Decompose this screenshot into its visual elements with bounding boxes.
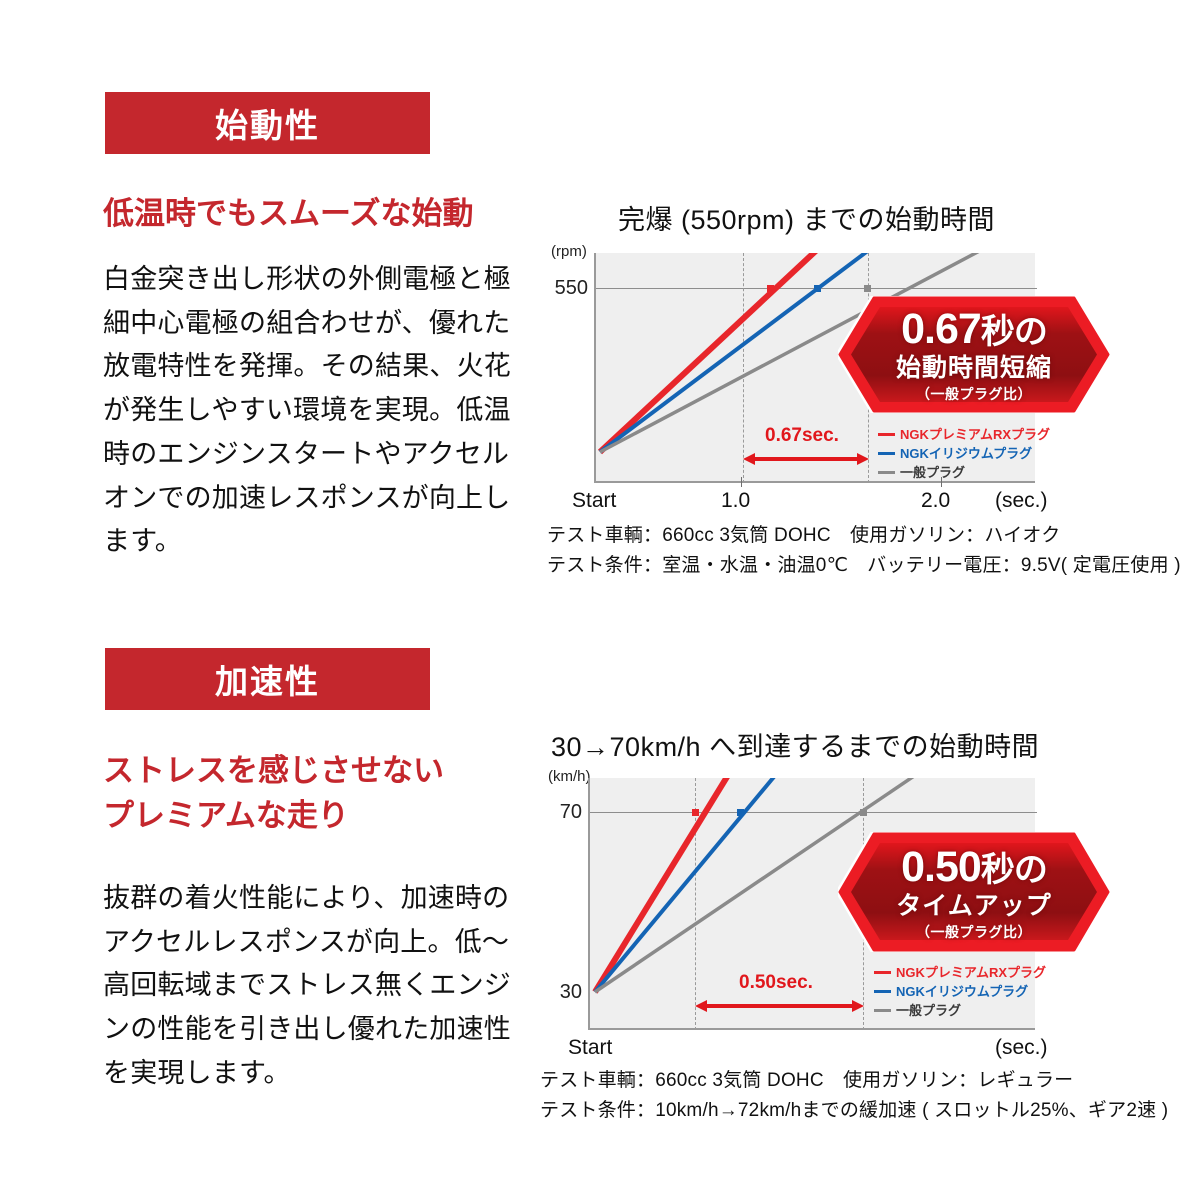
legend-item-rx: NGKプレミアムRXプラグ xyxy=(874,964,1046,981)
section-body-acceleration: 抜群の着火性能により、加速時のアクセルレスポンスが向上。低〜高回転域までストレス… xyxy=(103,883,511,1088)
legend-item-iridium: NGKイリジウムプラグ xyxy=(878,445,1050,462)
legend-label-rx: NGKプレミアムRXプラグ xyxy=(900,427,1051,442)
chart-caption-line-2: テスト条件：10km/h→72km/hまでの緩加速 ( スロットル25%、ギア2… xyxy=(540,1100,1169,1121)
chart-legend: NGKプレミアムRXプラグ NGKイリジウムプラグ 一般プラグ xyxy=(874,964,1046,1021)
legend-label-iridium: NGKイリジウムプラグ xyxy=(896,984,1029,999)
section-tag-acceleration: 加速性 xyxy=(105,648,430,710)
y-tick-70: 70 xyxy=(559,801,582,823)
x-axis-unit-label: (sec.) xyxy=(995,1036,1048,1059)
section-tag-label: 加速性 xyxy=(215,663,320,700)
chart-legend: NGKプレミアムRXプラグ NGKイリジウムプラグ 一般プラグ xyxy=(878,426,1050,483)
x-tick-label-start: Start xyxy=(572,489,617,512)
section-body-startability: 白金突き出し形状の外側電極と極細中心電極の組合わせが、優れた放電特性を発揮。その… xyxy=(103,264,511,557)
legend-label-standard: 一般プラグ xyxy=(896,1003,962,1018)
series-point-rx xyxy=(692,809,699,816)
x-tick-label-start: Start xyxy=(568,1036,613,1059)
section-lead-startability: 低温時でもスムーズな始動 xyxy=(103,196,474,231)
series-point-iridium xyxy=(814,285,821,292)
x-tickmark-1-0 xyxy=(741,477,742,487)
x-axis-unit-label: (sec.) xyxy=(995,489,1048,512)
x-tickmark-2-0 xyxy=(941,477,942,487)
series-line-standard xyxy=(594,778,915,994)
legend-line-icon-blue xyxy=(878,452,895,455)
series-line-iridium xyxy=(593,778,776,994)
legend-item-rx: NGKプレミアムRXプラグ xyxy=(878,426,1050,443)
callout-badge-acceleration: 0.50秒の タイムアップ （一般プラグ比） xyxy=(838,832,1110,952)
dashed-marker-1-0sec xyxy=(743,253,744,483)
legend-line-icon-blue xyxy=(874,990,891,993)
series-line-iridium xyxy=(598,253,869,454)
dashed-marker-rx xyxy=(695,778,696,1030)
threshold-gridline-70 xyxy=(590,812,1037,813)
y-axis-unit-label: (rpm) xyxy=(551,243,587,260)
chart-caption-line-1: テスト車輌：660cc 3気筒 DOHC 使用ガソリン：ハイオク xyxy=(547,525,1061,546)
series-point-standard xyxy=(860,809,867,816)
series-point-standard xyxy=(864,285,871,292)
legend-item-iridium: NGKイリジウムプラグ xyxy=(874,983,1046,1000)
legend-line-icon-gray xyxy=(878,471,895,474)
y-tick-30: 30 xyxy=(559,981,582,1003)
section-lead-acceleration-line-2: プレミアムな走り xyxy=(103,798,349,833)
series-line-standard xyxy=(599,253,980,454)
legend-label-iridium: NGKイリジウムプラグ xyxy=(900,446,1033,461)
series-line-rx xyxy=(592,778,730,994)
callout-badge-startability: 0.67秒の 始動時間短縮 （一般プラグ比） xyxy=(838,296,1110,413)
legend-item-standard: 一般プラグ xyxy=(874,1002,1046,1019)
series-lines xyxy=(592,778,915,994)
x-tick-label-1-0: 1.0 xyxy=(721,489,751,512)
legend-label-rx: NGKプレミアムRXプラグ xyxy=(896,965,1047,980)
legend-line-icon-red xyxy=(874,971,891,974)
series-lines xyxy=(597,253,980,455)
legend-label-standard: 一般プラグ xyxy=(900,465,966,480)
chart-title: 完爆 (550rpm) までの始動時間 xyxy=(618,205,996,235)
measure-label: 0.67sec. xyxy=(765,425,839,446)
y-axis-unit-label: (km/h) xyxy=(548,768,591,785)
series-point-rx xyxy=(767,285,774,292)
chart-caption-line-2: テスト条件：室温・水温・油温0℃ バッテリー電圧：9.5V( 定電圧使用 ) xyxy=(547,555,1181,576)
series-point-iridium xyxy=(737,809,744,816)
section-tag-label: 始動性 xyxy=(215,107,320,144)
legend-item-standard: 一般プラグ xyxy=(878,464,1050,481)
measure-label: 0.50sec. xyxy=(739,972,813,993)
legend-line-icon-gray xyxy=(874,1009,891,1012)
section-lead-acceleration-line-1: ストレスを感じさせない xyxy=(103,753,444,788)
x-tick-label-2-0: 2.0 xyxy=(921,489,951,512)
legend-line-icon-red xyxy=(878,433,895,436)
chart-title: 30→70km/h へ到達するまでの始動時間 xyxy=(551,732,1040,762)
section-tag-startability: 始動性 xyxy=(105,92,430,154)
y-tick-550: 550 xyxy=(554,277,588,299)
series-line-rx xyxy=(597,253,818,455)
chart-caption-line-1: テスト車輌：660cc 3気筒 DOHC 使用ガソリン：レギュラー xyxy=(540,1070,1074,1091)
